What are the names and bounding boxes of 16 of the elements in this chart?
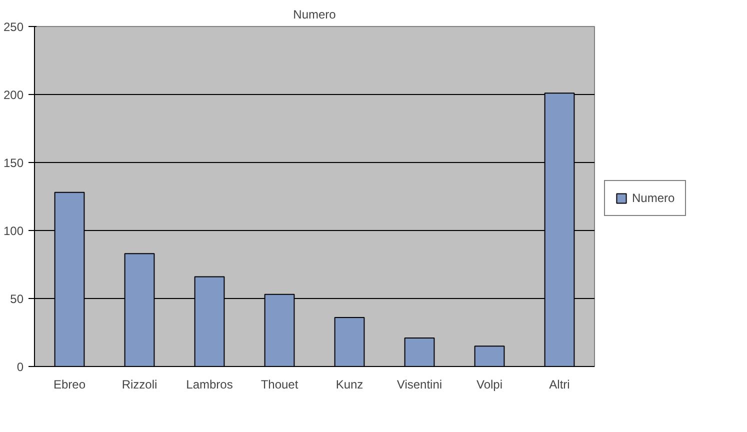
x-tick-label: Altri bbox=[549, 378, 570, 392]
legend-label: Numero bbox=[632, 191, 675, 205]
y-tick-label: 50 bbox=[10, 292, 24, 306]
x-tick-label: Lambros bbox=[186, 378, 233, 392]
x-tick-label: Ebreo bbox=[53, 378, 86, 392]
y-tick-label: 150 bbox=[3, 156, 24, 170]
x-tick-label: Kunz bbox=[336, 378, 364, 392]
x-tick-label: Thouet bbox=[260, 378, 299, 392]
chart-title: Numero bbox=[293, 8, 336, 22]
y-tick-label: 0 bbox=[16, 360, 24, 374]
y-tick-label: 250 bbox=[3, 20, 24, 34]
x-tick-label: Rizzoli bbox=[122, 378, 158, 392]
y-tick-label: 200 bbox=[3, 88, 24, 102]
x-tick-label: Visentini bbox=[396, 378, 442, 392]
x-tick-label: Volpi bbox=[476, 378, 503, 392]
y-tick-label: 100 bbox=[3, 224, 24, 238]
